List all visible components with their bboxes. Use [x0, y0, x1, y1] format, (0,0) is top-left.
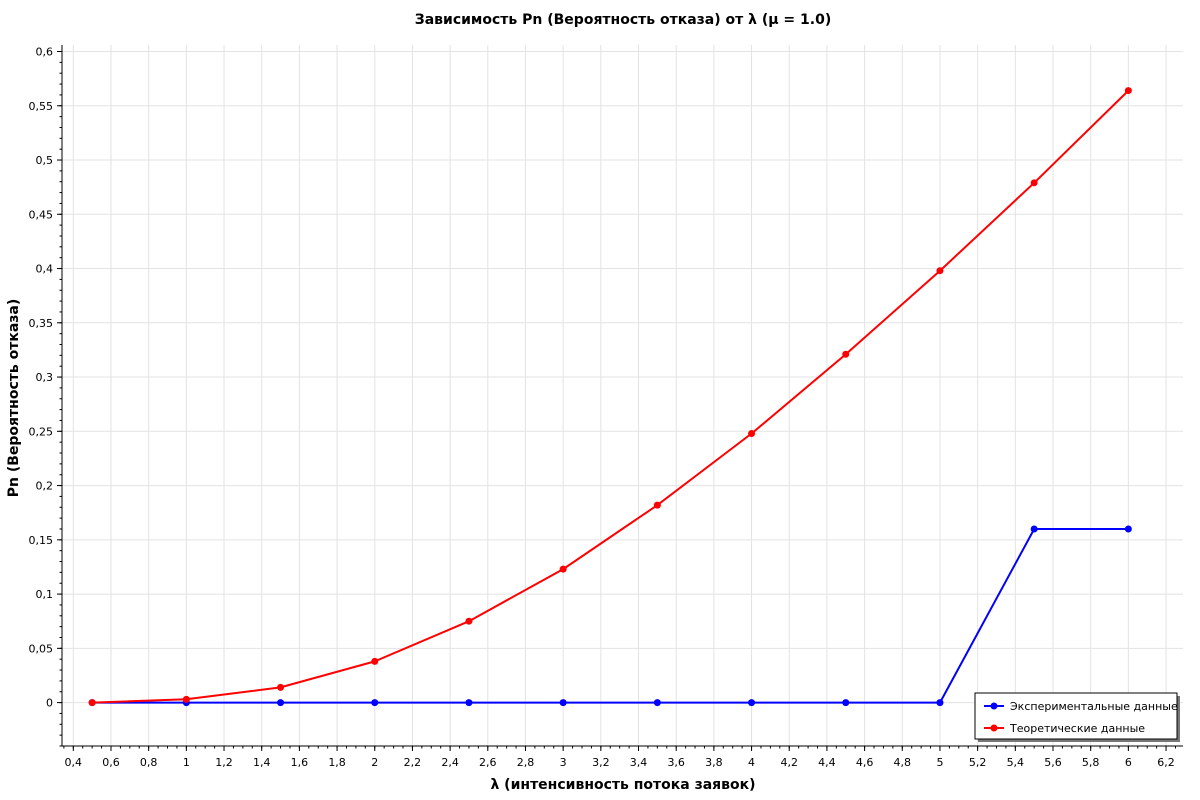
data-point-series-2	[277, 683, 285, 691]
x-tick-label: 5,4	[1007, 756, 1025, 769]
x-tick-label: 3,2	[592, 756, 610, 769]
axes: 0,4 0,6 0,8 1 1,2 1,4 1,6 1,8 2 2,2 2,4 2,6 2,8 3 3,2 3…	[29, 45, 1183, 769]
data-point-series-1	[1030, 525, 1038, 533]
x-tick-label: 2,6	[479, 756, 497, 769]
legend: Экспериментальные данные Теоретические да…	[974, 692, 1180, 742]
x-tick-label: 3	[560, 756, 567, 769]
y-tick-label: 0,25	[29, 425, 54, 438]
data-point-series-2	[1030, 179, 1038, 187]
x-tick-label: 3,4	[630, 756, 648, 769]
data-point-series-2	[465, 617, 473, 625]
x-tick-label: 4,4	[818, 756, 836, 769]
x-tick-label: 5,6	[1044, 756, 1062, 769]
y-tick-label: 0,15	[29, 534, 54, 547]
x-tick-label: 4,6	[856, 756, 874, 769]
data-point-series-2	[559, 565, 567, 573]
data-point-series-1	[936, 699, 944, 707]
y-tick-label: 0,35	[29, 317, 54, 330]
x-tick-label: 5,2	[969, 756, 987, 769]
x-tick-label: 4	[748, 756, 755, 769]
series-line-1	[92, 528, 1129, 704]
x-tick-label: 0,6	[102, 756, 120, 769]
data-point-series-2	[88, 699, 96, 707]
x-tick-label: 0,8	[140, 756, 158, 769]
data-point-series-2	[936, 267, 944, 275]
y-tick-label: 0,2	[36, 480, 54, 493]
data-point-series-1	[842, 699, 850, 707]
x-tick-label: 6,2	[1157, 756, 1175, 769]
y-tick-label: 0,55	[29, 100, 54, 113]
x-tick-label: 3,6	[667, 756, 685, 769]
data-point-series-2	[1124, 87, 1132, 95]
y-tick-label: 0,6	[36, 46, 54, 59]
data-point-series-2	[653, 501, 661, 509]
x-tick-label: 1	[183, 756, 190, 769]
x-tick-label: 0,4	[65, 756, 83, 769]
y-tick-label: 0,3	[36, 371, 54, 384]
data-point-series-2	[748, 429, 756, 437]
y-tick-label: 0,45	[29, 208, 54, 221]
x-tick-label: 2	[371, 756, 378, 769]
y-tick-label: 0	[46, 697, 53, 710]
x-tick-label: 1,4	[253, 756, 271, 769]
data-point-series-2	[371, 657, 379, 665]
x-tick-label: 4,8	[894, 756, 912, 769]
x-tick-label: 1,6	[291, 756, 309, 769]
x-tick-label: 5	[936, 756, 943, 769]
data-point-series-1	[559, 699, 567, 707]
x-tick-label: 3,8	[705, 756, 723, 769]
data-point-series-2	[842, 350, 850, 358]
y-tick-label: 0,05	[29, 642, 54, 655]
x-tick-label: 2,4	[441, 756, 459, 769]
y-axis-title: Pn (Вероятность отказа)	[6, 299, 22, 498]
y-tick-label: 0,4	[36, 263, 54, 276]
series	[88, 87, 1132, 707]
x-tick-label: 6	[1125, 756, 1132, 769]
x-tick-label: 4,2	[780, 756, 798, 769]
x-axis-title: λ (интенсивность потока заявок)	[490, 777, 755, 793]
legend-label-2: Теоретические данные	[1009, 722, 1145, 735]
legend-box	[974, 692, 1178, 740]
x-tick-label: 5,8	[1082, 756, 1100, 769]
x-tick-label: 1,8	[328, 756, 346, 769]
legend-label-1: Экспериментальные данные	[1010, 700, 1178, 713]
data-point-series-1	[371, 699, 379, 707]
data-point-series-1	[465, 699, 473, 707]
data-point-series-1	[653, 699, 661, 707]
x-tick-label: 2,8	[517, 756, 535, 769]
x-tick-label: 2,2	[404, 756, 422, 769]
series-line-2	[92, 89, 1130, 704]
data-point-series-1	[748, 699, 756, 707]
legend-marker-1	[990, 702, 998, 710]
y-tick-label: 0,1	[36, 588, 54, 601]
legend-marker-2	[990, 724, 998, 732]
data-point-series-1	[277, 699, 285, 707]
chart-title: Зависимость Pn (Вероятность отказа) от λ…	[415, 12, 831, 28]
data-point-series-1	[1124, 525, 1132, 533]
y-tick-label: 0,5	[36, 154, 54, 167]
data-point-series-2	[182, 695, 190, 703]
x-tick-label: 1,2	[215, 756, 233, 769]
